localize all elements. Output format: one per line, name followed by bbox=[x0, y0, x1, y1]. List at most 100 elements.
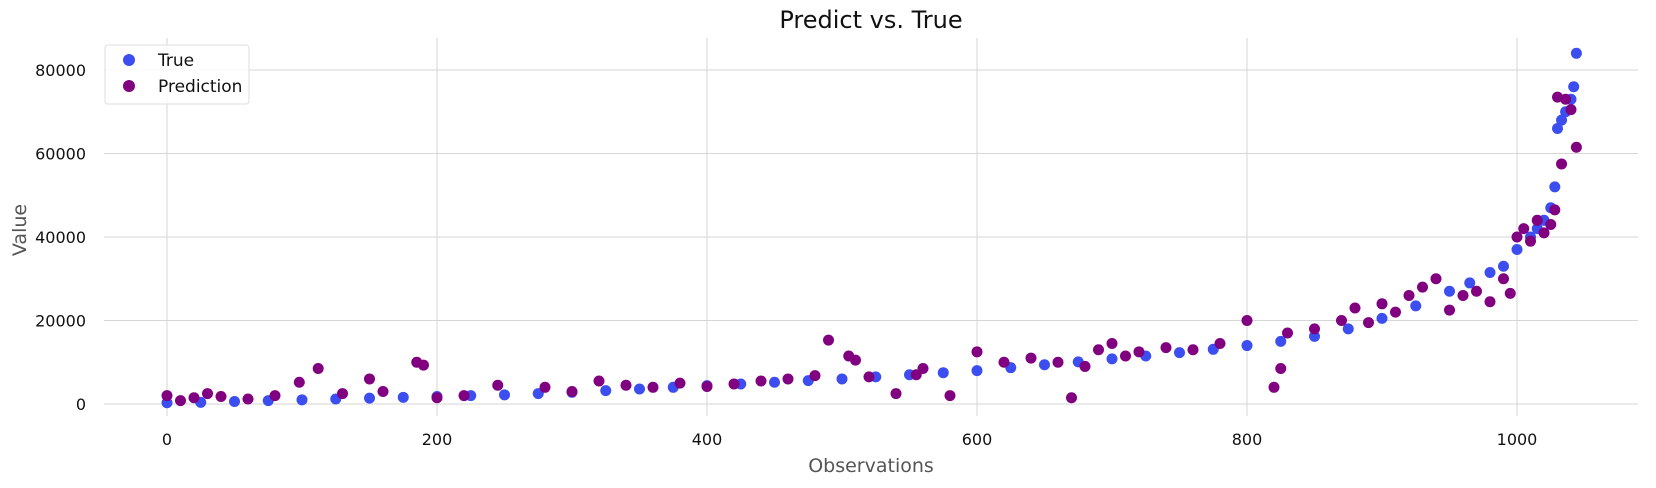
data-point bbox=[769, 376, 780, 388]
data-point bbox=[850, 354, 861, 366]
data-point bbox=[1504, 287, 1516, 299]
x-tick-label: 1000 bbox=[1497, 430, 1538, 449]
data-point bbox=[1241, 340, 1253, 352]
x-tick-label: 200 bbox=[422, 430, 453, 449]
data-point bbox=[1538, 227, 1550, 239]
data-point bbox=[1545, 218, 1557, 230]
data-point bbox=[863, 371, 875, 383]
data-point bbox=[1525, 235, 1536, 247]
x-axis-label: Observations bbox=[808, 455, 934, 477]
data-point bbox=[1498, 273, 1509, 285]
legend-marker-true bbox=[123, 54, 135, 66]
data-point bbox=[1518, 223, 1530, 235]
data-point bbox=[337, 388, 348, 400]
data-point bbox=[1464, 277, 1476, 289]
data-point bbox=[674, 377, 686, 389]
data-point bbox=[566, 385, 578, 397]
points-layer bbox=[161, 47, 1582, 409]
data-point bbox=[1309, 330, 1320, 342]
data-point bbox=[1174, 347, 1185, 359]
data-point bbox=[1376, 298, 1388, 310]
data-point bbox=[1106, 337, 1118, 349]
legend: True Prediction bbox=[104, 44, 250, 105]
y-tick-label: 80000 bbox=[35, 61, 86, 80]
legend-marker-prediction bbox=[123, 80, 135, 92]
data-point bbox=[431, 392, 443, 404]
data-point bbox=[188, 392, 200, 404]
data-point bbox=[1275, 363, 1287, 375]
data-point bbox=[1444, 304, 1455, 316]
data-point bbox=[1052, 356, 1064, 368]
data-point bbox=[1120, 350, 1131, 362]
data-point bbox=[1160, 342, 1172, 354]
data-point bbox=[1079, 360, 1091, 372]
data-point bbox=[1556, 114, 1568, 126]
data-point bbox=[269, 390, 281, 402]
data-point bbox=[1093, 344, 1104, 356]
data-point bbox=[701, 380, 713, 392]
data-point bbox=[1484, 266, 1496, 278]
data-point bbox=[1336, 315, 1347, 326]
y-tick-label: 60000 bbox=[35, 145, 86, 164]
data-point bbox=[1498, 260, 1509, 272]
data-point bbox=[971, 365, 983, 377]
data-point bbox=[917, 363, 929, 375]
data-point bbox=[1214, 337, 1226, 349]
data-point bbox=[242, 393, 254, 405]
data-point bbox=[755, 375, 767, 387]
data-point bbox=[1552, 122, 1563, 134]
data-point bbox=[1133, 346, 1145, 358]
data-point bbox=[1430, 273, 1442, 285]
data-point bbox=[458, 390, 470, 402]
data-point bbox=[728, 378, 740, 390]
series-true bbox=[161, 47, 1582, 409]
data-point bbox=[1025, 352, 1037, 364]
data-point bbox=[1457, 289, 1469, 301]
data-point bbox=[998, 356, 1010, 368]
data-point bbox=[620, 379, 632, 391]
data-point bbox=[823, 334, 834, 346]
data-point bbox=[364, 392, 375, 404]
data-point bbox=[809, 370, 821, 382]
data-point bbox=[492, 379, 504, 391]
data-point bbox=[1066, 392, 1077, 404]
data-point bbox=[1549, 204, 1561, 216]
data-point bbox=[1403, 289, 1415, 301]
series-prediction bbox=[161, 91, 1582, 407]
data-point bbox=[1282, 327, 1293, 339]
data-point bbox=[1349, 302, 1361, 314]
tick-layer: 0 200 400 600 800 1000 0 20000 40000 60000 80000 bbox=[35, 61, 1537, 449]
x-tick-label: 600 bbox=[962, 430, 993, 449]
data-point bbox=[1268, 381, 1280, 393]
data-point bbox=[1309, 323, 1320, 335]
y-tick-label: 0 bbox=[76, 395, 86, 414]
data-point bbox=[937, 367, 949, 379]
data-point bbox=[499, 389, 510, 401]
data-point bbox=[364, 373, 375, 385]
data-point bbox=[1560, 93, 1572, 105]
data-point bbox=[397, 391, 409, 403]
data-point bbox=[1549, 181, 1561, 193]
data-point bbox=[944, 390, 956, 402]
data-point bbox=[1106, 353, 1118, 365]
data-point bbox=[418, 359, 429, 371]
data-point bbox=[600, 385, 612, 397]
data-point bbox=[229, 395, 240, 407]
data-point bbox=[1531, 214, 1543, 226]
x-tick-label: 400 bbox=[692, 430, 723, 449]
data-point bbox=[1417, 281, 1428, 293]
data-point bbox=[971, 346, 983, 358]
data-point bbox=[1363, 317, 1374, 329]
data-point bbox=[1484, 296, 1496, 308]
y-tick-label: 40000 bbox=[35, 228, 86, 247]
data-point bbox=[1275, 335, 1287, 347]
data-point bbox=[1568, 81, 1580, 93]
data-point bbox=[1565, 104, 1577, 116]
data-point bbox=[1570, 141, 1582, 153]
data-point bbox=[647, 381, 659, 393]
data-point bbox=[1342, 323, 1354, 335]
chart-title: Predict vs. True bbox=[779, 6, 962, 34]
data-point bbox=[1187, 344, 1199, 356]
data-point bbox=[293, 376, 305, 388]
